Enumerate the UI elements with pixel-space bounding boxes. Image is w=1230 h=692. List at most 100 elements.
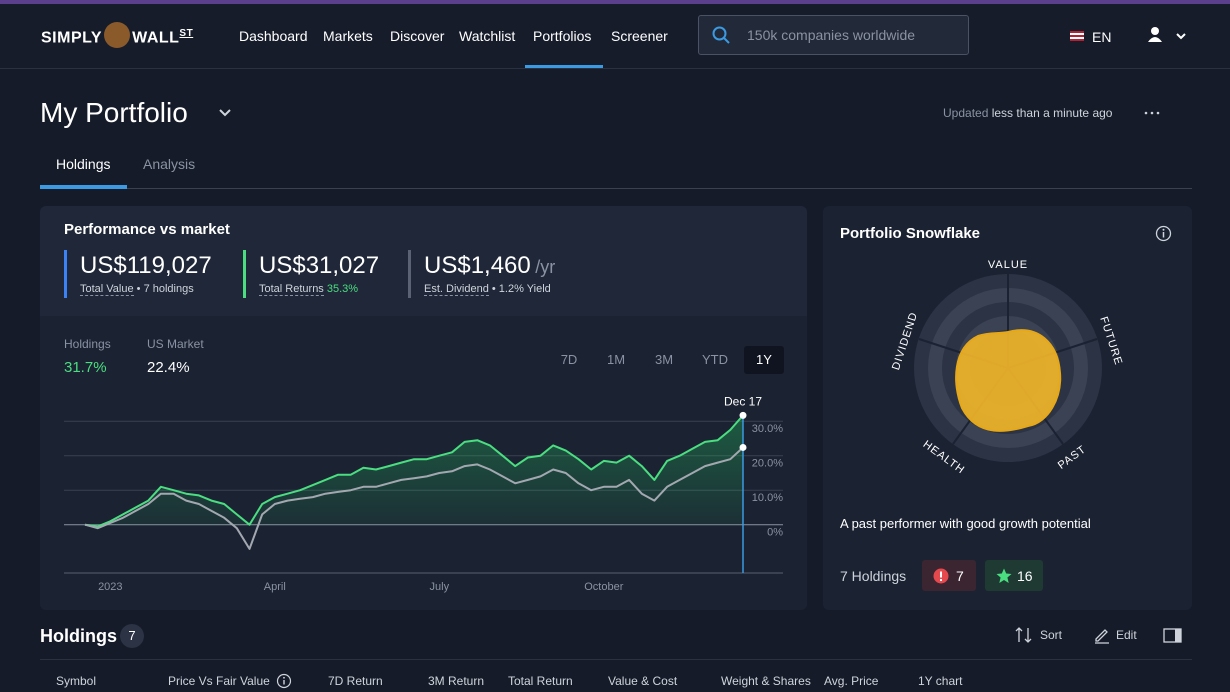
card-title: Portfolio Snowflake <box>840 225 981 242</box>
area <box>85 415 743 527</box>
y-tick-label: 20.0% <box>752 458 783 470</box>
updated-note: Updated less than a minute ago <box>943 106 1112 120</box>
stat-value: US$1,460 <box>424 252 531 279</box>
nav-bar: SIMPLY WALLST Dashboard Markets Discover … <box>0 4 1230 69</box>
info-icon[interactable] <box>276 673 292 689</box>
layout-toggle[interactable] <box>1163 628 1183 644</box>
title-dropdown[interactable] <box>218 108 232 118</box>
x-tick-label: July <box>430 581 450 593</box>
stat-label: Total Returns <box>259 283 324 296</box>
stat-unit: /yr <box>535 257 556 277</box>
section-title: Holdings <box>40 626 117 646</box>
snowflake: VALUE FUTURE PAST HEALTH DIVIDEND <box>890 260 1124 477</box>
reward-badge[interactable]: 16 <box>985 560 1043 591</box>
nav-link[interactable]: Watchlist <box>459 28 516 44</box>
logo-sup: ST <box>179 28 194 39</box>
end-point <box>739 443 747 451</box>
nav-link[interactable]: Dashboard <box>239 28 308 44</box>
section-count: 7 <box>120 624 144 648</box>
range-button[interactable]: 1M <box>606 352 626 367</box>
risk-badge[interactable]: 7 <box>922 560 976 591</box>
stat-extra: 35.3% <box>326 283 359 295</box>
nav-link[interactable]: Screener <box>611 28 668 44</box>
x-tick-label: 2023 <box>98 581 122 593</box>
range-button[interactable]: 7D <box>560 352 578 367</box>
y-tick-label: 0% <box>767 527 783 539</box>
range-button[interactable]: YTD <box>702 352 728 367</box>
column-header[interactable]: Weight & Shares <box>721 674 811 688</box>
tab[interactable]: Holdings <box>56 156 111 172</box>
line <box>84 446 744 550</box>
more-menu[interactable] <box>1144 110 1160 116</box>
performance-header <box>40 206 807 316</box>
sort-button[interactable]: Sort <box>1040 628 1063 642</box>
column-header[interactable]: 1Y chart <box>918 674 963 688</box>
y-tick-label: 10.0% <box>752 492 783 504</box>
info-icon[interactable] <box>1155 225 1172 242</box>
nav-link[interactable]: Portfolios <box>533 28 592 44</box>
reward-count: 16 <box>1017 568 1033 584</box>
stat-label: Total Value <box>80 283 134 296</box>
snowflake-axis: PAST <box>1056 443 1089 471</box>
column-header[interactable]: Symbol <box>56 674 97 688</box>
logo-left: SIMPLY <box>41 29 103 47</box>
comparison-label: Holdings <box>64 337 111 351</box>
comparison-value: 22.4% <box>147 359 190 376</box>
range-button[interactable]: 3M <box>654 352 674 367</box>
snowflake-axis: VALUE <box>988 260 1028 271</box>
comparison-value: 31.7% <box>64 359 107 376</box>
logo[interactable]: SIMPLY WALLST <box>41 22 194 49</box>
line <box>84 414 744 528</box>
snowflake-description: A past performer with good growth potent… <box>840 516 1091 531</box>
language[interactable]: EN <box>1092 29 1112 45</box>
comparison-label: US Market <box>147 337 204 351</box>
account-menu[interactable] <box>1146 26 1190 46</box>
stat-accent <box>243 250 246 298</box>
holdings-count: 7 Holdings <box>840 568 907 584</box>
reward-icon <box>996 568 1012 583</box>
active-indicator <box>525 65 603 68</box>
column-header[interactable]: Value & Cost <box>608 674 678 688</box>
risk-icon <box>933 568 949 584</box>
range-button[interactable]: 1Y <box>744 346 784 374</box>
column-header[interactable]: 3M Return <box>428 674 485 688</box>
edit-icon <box>1095 629 1109 644</box>
search-box[interactable]: 150k companies worldwide <box>698 15 969 55</box>
annotation: Dec 17 <box>724 394 762 408</box>
active-tab-indicator <box>40 185 127 189</box>
updated-prefix: Updated <box>943 106 989 120</box>
performance-chart: 0% 10.0% 20.0% 30.0% 2023 April July October Dec… <box>64 394 783 593</box>
flag <box>1070 31 1084 41</box>
column-header[interactable]: Total Return <box>508 674 573 688</box>
y-tick-label: 30.0% <box>752 423 783 435</box>
logo-right: WALL <box>132 29 180 47</box>
end-point <box>739 411 747 419</box>
tab-divider <box>40 188 1192 189</box>
nav-link[interactable]: Discover <box>390 28 445 44</box>
column-header[interactable]: Avg. Price <box>824 674 879 688</box>
top-accent <box>0 0 1230 4</box>
nav-link[interactable]: Markets <box>323 28 373 44</box>
tab[interactable]: Analysis <box>143 156 196 172</box>
card-title: Performance vs market <box>64 221 230 238</box>
table-divider <box>40 659 1192 660</box>
stat-extra: • 7 holdings <box>136 283 194 295</box>
updated-time: less than a minute ago <box>991 106 1113 120</box>
stat-label: Est. Dividend <box>424 283 489 296</box>
column-header[interactable]: 7D Return <box>328 674 383 688</box>
column-header[interactable]: Price Vs Fair Value <box>168 674 270 688</box>
risk-count: 7 <box>956 568 964 584</box>
stat-extra: • 1.2% Yield <box>491 283 551 295</box>
x-tick-label: April <box>264 581 286 593</box>
stat-accent <box>408 250 411 298</box>
search-placeholder: 150k companies worldwide <box>747 27 916 43</box>
sort-icon <box>1015 627 1032 643</box>
stat-accent <box>64 250 67 298</box>
stat-value: US$31,027 <box>259 252 380 279</box>
stat-value: US$119,027 <box>80 252 212 279</box>
search-icon <box>712 26 730 44</box>
edit-button[interactable]: Edit <box>1116 628 1137 642</box>
x-tick-label: October <box>584 581 623 593</box>
page-title: My Portfolio <box>40 97 188 128</box>
